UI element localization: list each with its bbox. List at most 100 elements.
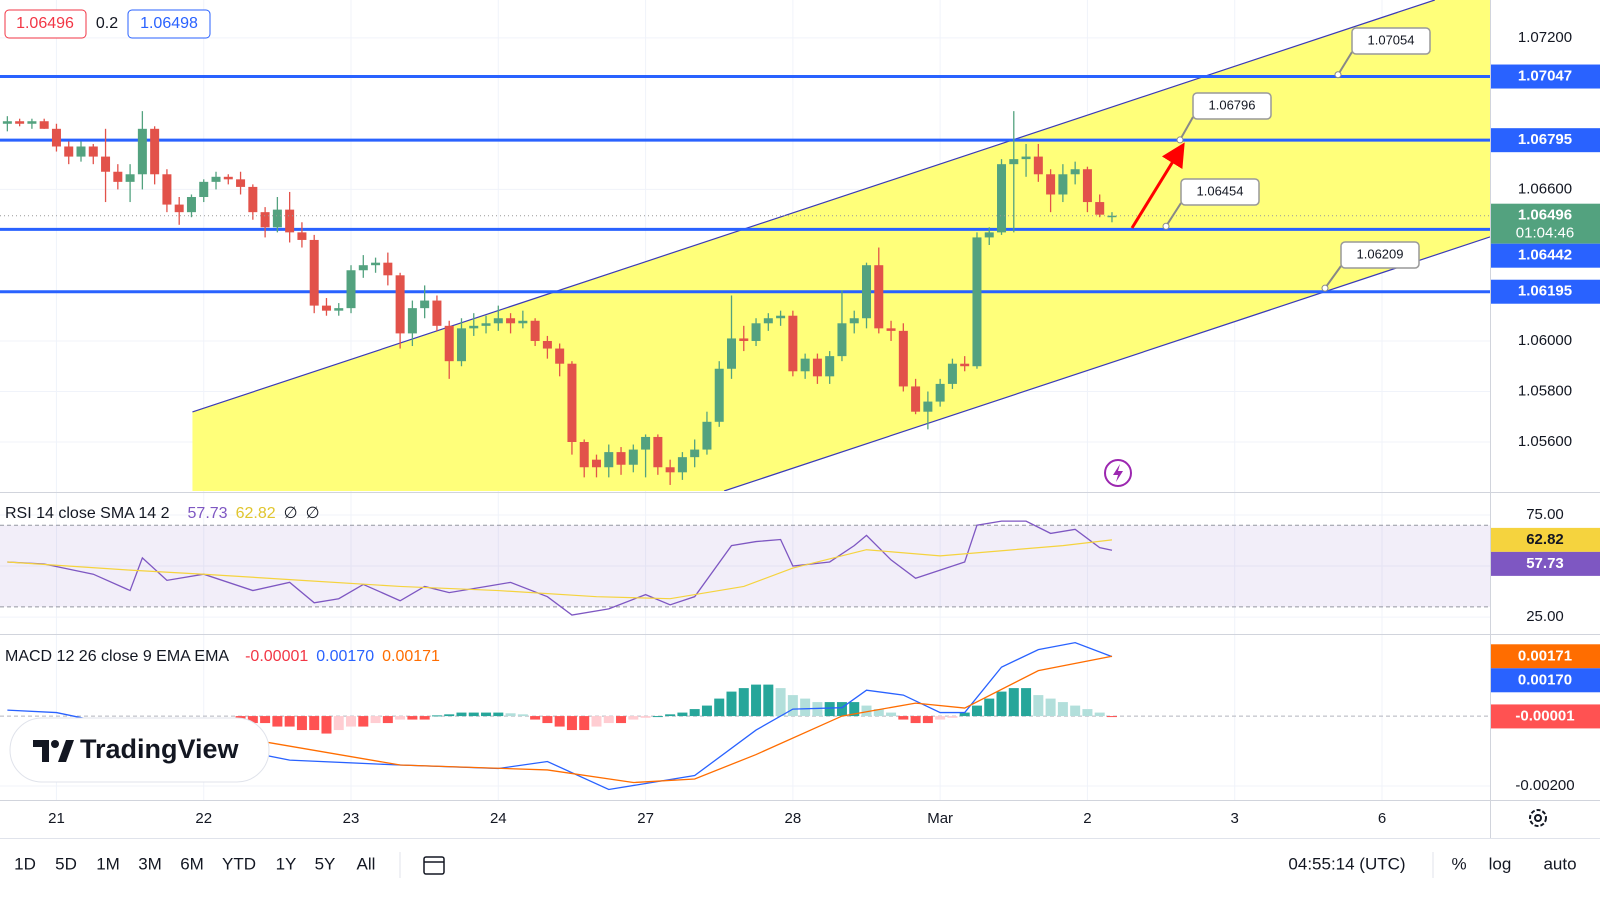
bid-box[interactable] [4,9,87,39]
candle-body [506,318,516,324]
range-button[interactable]: 5D [55,854,77,873]
candle-body [1033,156,1043,175]
histogram-bar [260,716,271,724]
macd-pane [0,641,1490,791]
range-button[interactable]: 5Y [315,854,336,873]
y-tick-label: 1.05800 [1518,382,1572,399]
candle-body [947,363,957,384]
range-button[interactable]: All [357,854,376,873]
y-tick-label: 1.06000 [1518,332,1572,349]
histogram-bar [726,691,737,717]
x-tick-label: 6 [1378,810,1386,827]
histogram-bar [1045,698,1056,717]
range-button[interactable]: YTD [222,854,256,873]
histogram-bar [296,716,307,731]
histogram-bar [591,716,602,727]
callout[interactable]: 1.06209 [1321,241,1420,292]
macd-legend: MACD 12 26 close 9 EMA EMA -0.00001 0.0017… [5,648,440,665]
line [7,641,1113,791]
histogram-bar [333,716,344,731]
histogram-bar [922,716,933,724]
level-tag: 1.06795 [1518,131,1572,148]
y-tick-label: 25.00 [1526,608,1564,625]
rsi-extra: ∅ [284,505,298,522]
candle-body [690,449,700,458]
histogram-bar [272,716,283,727]
line [7,539,1113,600]
histogram-bar [321,716,332,734]
callout-box [1192,92,1272,120]
candle-body [51,128,61,147]
range-button[interactable]: 1M [96,854,120,873]
histogram-bar [579,716,590,731]
candle-body [788,315,798,372]
callout-label: 1.06454 [1197,183,1244,198]
candle-body [849,318,859,324]
settings[interactable] [1529,809,1547,827]
histogram-bar [468,712,479,717]
rsi-sma-value: 62.82 [236,505,276,522]
histogram-bar [935,716,946,720]
candle-body [628,449,638,465]
spread: 0.2 [96,15,118,32]
scale-option[interactable]: log [1489,854,1512,873]
histogram-bar [1094,712,1105,717]
range-button[interactable]: 6M [180,854,204,873]
histogram-bar [800,698,811,717]
candle-body [763,318,773,324]
callout[interactable]: 1.06454 [1162,178,1260,230]
histogram-bar [959,712,970,717]
candle-body [997,164,1007,233]
level-tag-bg [1491,64,1600,89]
ask-box[interactable] [127,9,211,39]
candle-body [420,300,430,309]
candle-body [776,315,786,319]
x-tick-label: 24 [490,810,507,827]
candle-body [137,128,147,175]
scale-option[interactable]: auto [1543,854,1576,873]
scale-option[interactable]: % [1451,854,1466,873]
macd-tag-bg [1491,644,1600,669]
candle-body [481,323,491,326]
histogram-bar [751,684,762,717]
candle-body [591,459,601,468]
callout[interactable]: 1.07054 [1334,27,1431,79]
candle-body [162,174,172,205]
alert-icon[interactable] [1104,459,1132,487]
y-tick-label: 1.07200 [1518,29,1572,46]
histogram-bar [873,709,884,717]
candle-body [935,383,945,402]
range-button[interactable]: 1D [14,854,36,873]
range-button[interactable]: 1Y [276,854,297,873]
histogram-bar [689,709,700,717]
logo[interactable]: TradingView [9,717,270,783]
histogram-bar [395,716,406,720]
rsi-tag-bg [1491,551,1600,576]
candle-body [444,325,454,362]
price-tag-bg [1491,203,1600,244]
histogram-bar [898,716,909,720]
histogram-bar [652,716,663,718]
candle-body [800,358,810,372]
candle-body [260,212,270,228]
candle-body [469,325,479,329]
candle-body [456,328,466,362]
histogram-bar [247,716,258,724]
level-tag-bg [1491,279,1600,304]
range-button[interactable]: 3M [138,854,162,873]
candle-body [395,275,405,334]
candle-body [64,146,74,157]
logo-text: TradingView [80,734,240,764]
y-tick-label: 1.05600 [1518,433,1572,450]
candle-body [285,209,295,233]
calendar-button[interactable] [423,856,445,875]
histogram-bar [996,691,1007,717]
histogram-bar [481,712,492,717]
level-tag: 1.07047 [1518,67,1572,84]
rsi-extra: ∅ [306,505,320,522]
histogram-bar [382,716,393,724]
rsi-tag: 62.82 [1526,531,1564,548]
histogram-bar [1057,702,1068,717]
callout[interactable]: 1.06796 [1176,92,1272,144]
x-tick-label: 21 [48,810,65,827]
